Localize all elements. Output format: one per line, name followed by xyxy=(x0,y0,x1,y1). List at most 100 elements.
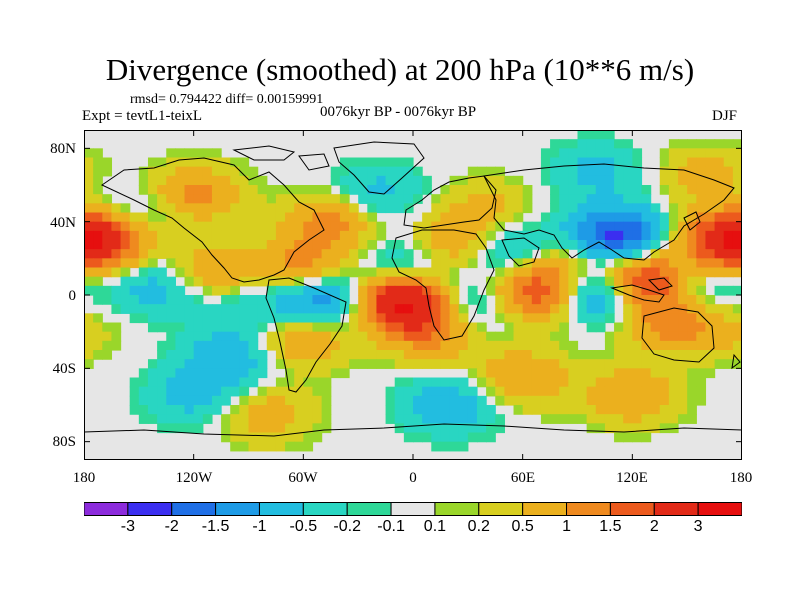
field-cell xyxy=(202,194,213,204)
field-cell xyxy=(732,313,742,324)
field-cell xyxy=(248,441,259,452)
field-cell xyxy=(513,350,524,360)
field-cell xyxy=(166,175,176,186)
field-cell xyxy=(349,249,359,259)
field-cell xyxy=(175,212,186,223)
field-cell xyxy=(540,295,551,305)
field-cell xyxy=(376,304,387,314)
field-cell xyxy=(632,331,643,342)
field-cell xyxy=(266,313,277,324)
field-cell xyxy=(84,267,94,278)
field-cell xyxy=(449,322,460,333)
field-cell xyxy=(604,295,615,305)
field-cell xyxy=(522,386,533,397)
field-cell xyxy=(723,267,734,278)
field-cell xyxy=(413,432,423,443)
field-cell xyxy=(138,230,149,241)
field-cell xyxy=(714,313,725,324)
field-cell xyxy=(102,194,113,204)
field-cell xyxy=(431,432,442,443)
field-cell xyxy=(120,230,131,241)
field-cell xyxy=(568,230,579,241)
colorbar-swatch xyxy=(697,502,742,516)
field-cell xyxy=(257,414,268,424)
field-cell xyxy=(111,203,122,214)
field-cell xyxy=(678,240,688,250)
field-cell xyxy=(586,285,597,296)
field-cell xyxy=(440,295,451,305)
field-cell xyxy=(504,322,515,333)
field-cell xyxy=(193,359,204,369)
field-cell xyxy=(303,221,314,232)
field-cell xyxy=(641,432,652,443)
field-cell xyxy=(84,194,94,204)
field-cell xyxy=(403,377,414,388)
field-cell xyxy=(540,285,551,296)
field-cell xyxy=(413,175,423,186)
field-cell xyxy=(577,203,588,214)
field-cell xyxy=(129,386,140,397)
field-cell xyxy=(513,185,524,195)
field-cell xyxy=(623,175,633,186)
field-cell xyxy=(705,230,716,241)
field-cell xyxy=(257,441,268,452)
field-cell xyxy=(623,414,633,424)
field-cell xyxy=(157,203,167,214)
field-cell xyxy=(147,258,158,269)
field-cell xyxy=(687,304,697,314)
field-cell xyxy=(623,276,633,287)
field-cell xyxy=(458,340,469,351)
field-cell xyxy=(595,313,606,324)
field-cell xyxy=(239,249,250,259)
field-cell xyxy=(413,331,423,342)
field-cell xyxy=(321,340,332,351)
field-cell xyxy=(166,185,176,195)
field-cell xyxy=(559,148,569,159)
field-cell xyxy=(678,405,688,415)
field-cell xyxy=(93,331,103,342)
field-cell xyxy=(193,249,204,259)
field-cell xyxy=(129,295,140,305)
field-cell xyxy=(705,359,716,369)
field-cell xyxy=(495,304,505,314)
field-cell xyxy=(403,423,414,434)
field-cell xyxy=(275,405,286,415)
field-cell xyxy=(394,258,405,269)
field-cell xyxy=(184,350,195,360)
field-cell xyxy=(595,221,606,232)
field-cell xyxy=(440,350,451,360)
field-cell xyxy=(714,230,725,241)
field-cell xyxy=(202,221,213,232)
field-cell xyxy=(449,414,460,424)
field-cell xyxy=(221,276,231,287)
field-cell xyxy=(294,331,304,342)
field-cell xyxy=(623,258,633,269)
field-cell xyxy=(723,139,734,149)
field-cell xyxy=(184,377,195,388)
field-cell xyxy=(403,295,414,305)
field-cell xyxy=(202,340,213,351)
field-cell xyxy=(394,322,405,333)
field-cell xyxy=(102,203,113,214)
field-cell xyxy=(166,331,176,342)
field-cell xyxy=(659,148,670,159)
field-cell xyxy=(138,212,149,223)
field-cell xyxy=(193,340,204,351)
field-cell xyxy=(138,249,149,259)
field-cell xyxy=(476,432,487,443)
field-cell xyxy=(440,203,451,214)
field-cell xyxy=(239,350,250,360)
field-cell xyxy=(422,350,432,360)
field-cell xyxy=(147,368,158,379)
x-tick-60w: 60W xyxy=(288,470,318,486)
field-cell xyxy=(723,304,734,314)
field-cell xyxy=(285,185,295,195)
field-cell xyxy=(385,267,396,278)
field-cell xyxy=(93,203,103,214)
field-cell xyxy=(138,386,149,397)
field-cell xyxy=(559,258,569,269)
field-cell xyxy=(166,359,176,369)
field-cell xyxy=(221,166,231,177)
field-cell xyxy=(285,230,295,241)
field-cell xyxy=(367,295,378,305)
